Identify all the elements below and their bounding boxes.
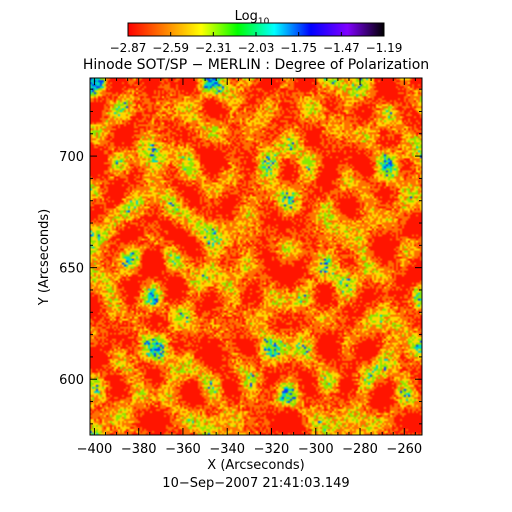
- x-tick-label: −360: [165, 442, 201, 457]
- timestamp-footer: 10−Sep−2007 21:41:03.149: [162, 476, 349, 491]
- x-tick-label: −380: [121, 442, 157, 457]
- colorbar-tick-label: −1.19: [366, 41, 403, 55]
- chart-title: Hinode SOT/SP − MERLIN : Degree of Polar…: [83, 57, 429, 73]
- colorbar-label-base: Log: [235, 9, 258, 24]
- x-axis-label: X (Arcseconds): [207, 458, 304, 473]
- colorbar-tick-label: −2.59: [152, 41, 189, 55]
- x-tick-label: −260: [386, 442, 422, 457]
- x-tick-label: −280: [342, 442, 378, 457]
- x-tick-label: −400: [77, 442, 113, 457]
- polarization-image: [90, 78, 422, 435]
- polarization-map: [90, 78, 422, 435]
- colorbar-tick-label: −1.47: [323, 41, 360, 55]
- colorbar-tick-label: −2.31: [195, 41, 232, 55]
- y-axis-ticks: 600 650 700: [59, 88, 422, 425]
- x-axis-ticks: −400 −380 −360 −340 −320 −300 −280 −260: [77, 78, 422, 457]
- colorbar-tick-label: −1.75: [280, 41, 317, 55]
- colorbar-tick-label: −2.87: [110, 41, 147, 55]
- colorbar-ticks: −2.87 −2.59 −2.31 −2.03 −1.75 −1.47 −1.19: [110, 32, 403, 55]
- y-tick-label: 700: [59, 150, 84, 165]
- y-tick-label: 650: [59, 262, 84, 277]
- x-tick-label: −320: [254, 442, 290, 457]
- colorbar-label-sub: 10: [258, 17, 270, 27]
- plot-frame: [89, 77, 423, 436]
- colorbar-tick-label: −2.03: [238, 41, 275, 55]
- x-tick-label: −300: [298, 442, 334, 457]
- colorbar-label: Log10: [235, 9, 270, 27]
- y-axis-label: Y (Arcseconds): [37, 209, 52, 306]
- y-tick-label: 600: [59, 373, 84, 388]
- x-tick-label: −340: [209, 442, 245, 457]
